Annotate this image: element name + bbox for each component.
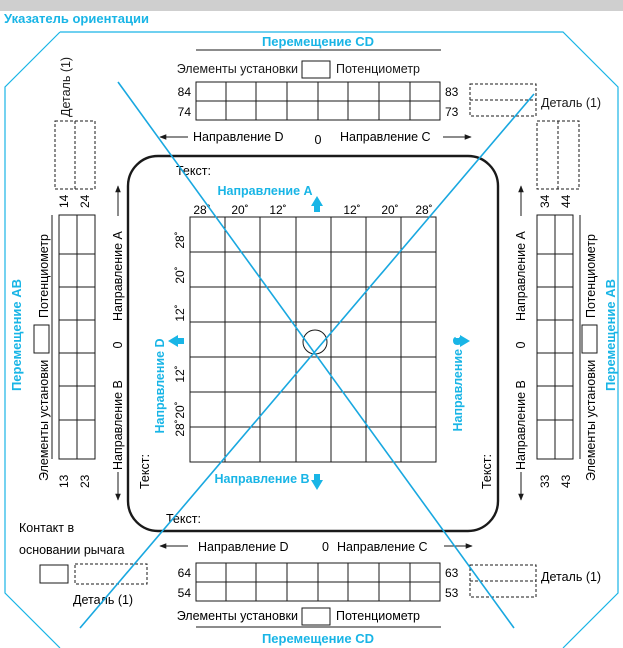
diagonal-line-2	[79, 93, 535, 629]
svg-text:20˚: 20˚	[173, 401, 187, 418]
center-top-ticks: 28˚ 20˚ 12˚ 12˚ 20˚ 28˚	[193, 203, 432, 217]
center-dir-d: Направление D	[153, 338, 167, 433]
left-dir-a: Направление A	[111, 230, 125, 321]
top-zero: 0	[315, 133, 322, 147]
svg-text:12˚: 12˚	[269, 203, 286, 217]
left-install-label: Элементы установки	[37, 360, 51, 481]
svg-text:28˚: 28˚	[173, 231, 187, 248]
top-dir-c: Направление C	[340, 130, 431, 144]
center-dir-b: Направление B	[214, 472, 309, 486]
left-install-box	[33, 324, 50, 354]
center-arrow-a-icon	[311, 196, 323, 212]
bottom-dir-c: Направление C	[337, 540, 428, 554]
left-num-13: 13	[57, 474, 71, 488]
right-num-33: 33	[538, 474, 552, 488]
bottom-install-box	[301, 607, 331, 626]
left-num-24: 24	[78, 194, 92, 208]
center-arrow-c-icon	[454, 335, 470, 347]
bottom-right-detail-label: Деталь (1)	[541, 570, 601, 584]
top-install-box	[301, 60, 331, 79]
top-num-84: 84	[178, 85, 192, 99]
bottom-contact-line2: основании рычага	[19, 543, 125, 557]
svg-text:28˚: 28˚	[173, 419, 187, 436]
left-detail-label: Деталь (1)	[59, 57, 73, 117]
top-bar	[0, 0, 623, 11]
center-left-ticks: 28˚ 20˚ 12˚ 12˚ 20˚ 28˚	[173, 231, 187, 436]
center-arrow-b-icon	[311, 474, 323, 490]
left-switch-grid	[58, 214, 96, 460]
bottom-contact-box	[39, 564, 69, 584]
center-text-left: Текст:	[138, 454, 152, 489]
bottom-dir-d: Направление D	[198, 540, 289, 554]
svg-text:20˚: 20˚	[231, 203, 248, 217]
right-num-43: 43	[559, 474, 573, 488]
right-dir-b: Направление B	[514, 380, 528, 470]
right-zero: 0	[514, 341, 528, 348]
bottom-num-63: 63	[445, 566, 459, 580]
bottom-num-54: 54	[178, 586, 192, 600]
bottom-install-label: Элементы установки	[177, 609, 298, 623]
svg-text:12˚: 12˚	[173, 365, 187, 382]
top-dir-d: Направление D	[193, 130, 284, 144]
diagonal-line-1	[117, 81, 515, 629]
top-num-73: 73	[445, 105, 459, 119]
page-title: Указатель ориентации	[4, 11, 149, 26]
top-heading: Перемещение CD	[262, 34, 374, 49]
svg-text:12˚: 12˚	[343, 203, 360, 217]
right-pot-label: Потенциометр	[584, 234, 598, 318]
center-text-top: Текст:	[176, 164, 211, 178]
left-pot-label: Потенциометр	[37, 234, 51, 318]
center-text-bottom: Текст:	[166, 512, 201, 526]
center-arrow-d-icon	[168, 335, 184, 347]
top-switch-grid	[195, 81, 441, 121]
top-install-label: Элементы установки	[177, 62, 298, 76]
outer-frame	[4, 31, 619, 648]
right-num-44: 44	[559, 194, 573, 208]
svg-text:12˚: 12˚	[173, 304, 187, 321]
top-num-83: 83	[445, 85, 459, 99]
right-heading: Перемещение AB	[603, 279, 618, 391]
left-dir-b: Направление B	[111, 380, 125, 470]
bottom-heading: Перемещение CD	[262, 631, 374, 646]
bottom-zero: 0	[322, 540, 329, 554]
center-dir-a: Направление A	[217, 184, 312, 198]
right-num-34: 34	[538, 194, 552, 208]
bottom-contact-line1: Контакт в	[19, 521, 74, 535]
left-num-14: 14	[57, 194, 71, 208]
bottom-num-53: 53	[445, 586, 459, 600]
left-zero: 0	[111, 341, 125, 348]
svg-text:20˚: 20˚	[381, 203, 398, 217]
top-pot-label: Потенциометр	[336, 62, 420, 76]
top-num-74: 74	[178, 105, 192, 119]
right-switch-grid	[536, 214, 574, 460]
left-heading: Перемещение AB	[9, 279, 24, 391]
center-grid	[189, 216, 437, 463]
svg-text:20˚: 20˚	[173, 266, 187, 283]
center-frame	[126, 154, 500, 533]
bottom-num-64: 64	[178, 566, 192, 580]
center-text-right: Текст:	[480, 454, 494, 489]
left-num-23: 23	[78, 474, 92, 488]
bottom-left-detail-box	[74, 563, 148, 585]
center-dir-c: Направление C	[451, 336, 465, 431]
bottom-switch-grid	[195, 562, 441, 602]
right-dir-a: Направление A	[514, 230, 528, 321]
svg-text:28˚: 28˚	[415, 203, 432, 217]
svg-text:28˚: 28˚	[193, 203, 210, 217]
bottom-pot-label: Потенциометр	[336, 609, 420, 623]
right-install-label: Элементы установки	[584, 360, 598, 481]
right-install-box	[581, 324, 598, 354]
top-detail-label: Деталь (1)	[541, 96, 601, 110]
